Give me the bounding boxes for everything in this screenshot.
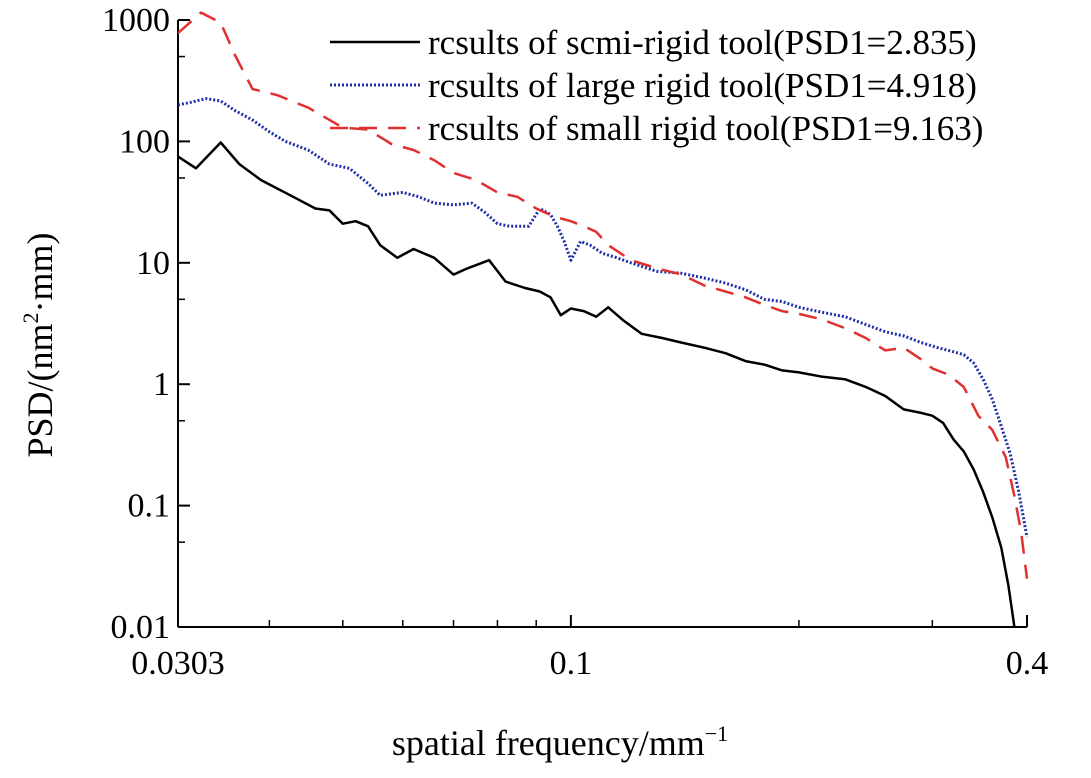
y-axis-title-prefix: PSD/(nm	[20, 323, 60, 457]
y-tick-label: 100	[119, 123, 170, 160]
legend: rcsults of scmi-rigid tool(PSD1=2.835) r…	[330, 23, 983, 148]
series-line-semi-rigid	[177, 141, 1016, 628]
tick-label-layer: 0.01 0.1 1 10 100 1000 0.0303 0.1 0.4	[102, 2, 1048, 682]
x-axis-title: spatial frequency/mm−1	[392, 721, 728, 763]
y-axis-title: PSD/(nm2·mm)	[18, 232, 60, 457]
y-tick-label: 0.1	[128, 488, 171, 525]
series-layer	[177, 11, 1029, 628]
y-tick-label: 0.01	[111, 609, 171, 646]
series-line-large-rigid	[177, 97, 1029, 538]
y-axis-title-superscript: 2	[18, 312, 43, 323]
x-axis-title-main: spatial frequency/mm	[392, 723, 705, 763]
x-tick-label: 0.4	[1006, 645, 1049, 682]
legend-label-semi-rigid: rcsults of scmi-rigid tool(PSD1=2.835)	[428, 23, 977, 62]
y-tick-label: 1	[153, 366, 170, 403]
legend-label-large-rigid: rcsults of large rigid tool(PSD1=4.918)	[428, 66, 977, 105]
x-tick-label: 0.1	[550, 645, 593, 682]
x-axis-title-superscript: −1	[705, 721, 728, 746]
axes-layer	[177, 19, 1028, 628]
legend-label-small-rigid: rcsults of small rigid tool(PSD1=9.163)	[428, 109, 983, 148]
y-tick-label: 1000	[102, 2, 170, 39]
series-line-small-rigid	[177, 11, 1029, 579]
x-tick-label: 0.0303	[131, 645, 225, 682]
y-tick-label: 10	[136, 245, 170, 282]
y-axis-title-suffix: ·mm)	[20, 232, 60, 312]
